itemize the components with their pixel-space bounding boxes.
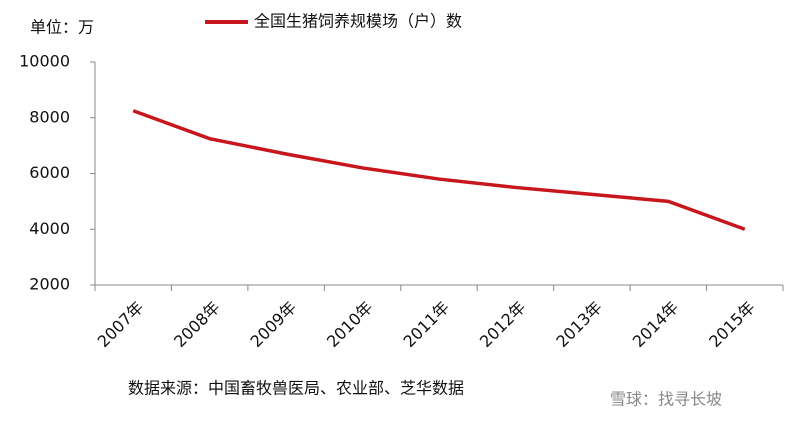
y-tick-label: 8000: [29, 107, 70, 126]
watermark: 雪球：找寻长坡: [610, 390, 722, 409]
x-tick-label: 2011年: [399, 298, 453, 352]
x-tick-label: 2007年: [94, 298, 148, 352]
y-tick-label: 10000: [19, 52, 70, 71]
x-tick-label: 2010年: [323, 298, 377, 352]
unit-label: 单位：万: [30, 18, 94, 37]
y-tick-label: 2000: [29, 275, 70, 294]
x-tick-label: 2008年: [170, 298, 224, 352]
x-tick-label: 2014年: [629, 298, 683, 352]
y-tick-label: 6000: [29, 163, 70, 182]
y-tick-label: 4000: [29, 219, 70, 238]
x-tick-label: 2013年: [552, 298, 606, 352]
x-tick-label: 2015年: [705, 298, 759, 352]
x-tick-label: 2012年: [476, 298, 530, 352]
line-series: [132, 109, 746, 231]
x-tick-label: 2009年: [247, 298, 301, 352]
legend-label: 全国生猪饲养规模场（户）数: [254, 12, 462, 31]
source-note: 数据来源：中国畜牧兽医局、农业部、芝华数据: [128, 379, 464, 398]
